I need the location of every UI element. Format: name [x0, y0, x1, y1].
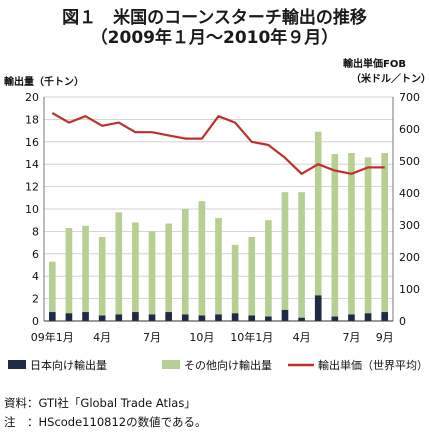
x-tick-label: 9月	[376, 331, 394, 344]
bar-japan	[148, 314, 156, 321]
bar-other	[181, 209, 189, 315]
x-tick-label: 7月	[143, 331, 161, 344]
bar-japan	[65, 313, 73, 321]
y-tick-label-right: 600	[399, 123, 420, 136]
y-tick-label-left: 12	[25, 181, 39, 194]
bar-other	[132, 222, 139, 313]
y-axis-label-right-line2: （米ドル／トン）	[351, 74, 429, 85]
legend-label: 日本向け輸出量	[30, 358, 107, 372]
x-tick-label: 10年1月	[230, 330, 273, 344]
bar-other	[165, 223, 172, 313]
bar-other	[82, 225, 89, 313]
legend-swatch	[162, 360, 180, 369]
bar-other	[281, 192, 289, 310]
y-tick-label-right: 500	[399, 155, 420, 168]
bar-other	[331, 154, 339, 317]
bar-japan	[265, 316, 272, 321]
bar-japan	[48, 312, 56, 321]
bar-other	[298, 192, 305, 318]
y-tick-label-left: 10	[25, 203, 39, 216]
bar-other	[314, 131, 322, 296]
y-tick-label-left: 14	[25, 158, 39, 171]
x-tick-label: 09年1月	[31, 330, 74, 344]
bar-japan	[281, 309, 289, 321]
bar-japan	[348, 314, 355, 321]
y-tick-label-right: 200	[399, 251, 420, 264]
y-tick-label-left: 6	[32, 248, 39, 261]
bar-japan	[298, 317, 305, 321]
x-tick-label: 10月	[189, 331, 214, 344]
y-tick-label-left: 8	[32, 225, 39, 238]
x-tick-label: 4月	[293, 331, 311, 344]
bar-other	[198, 201, 206, 316]
legend-label: その他向け輸出量	[184, 358, 272, 372]
bar-japan	[132, 312, 139, 321]
bar-japan	[215, 314, 222, 321]
bar-japan	[331, 316, 339, 321]
y-tick-label-left: 2	[32, 293, 39, 306]
bar-japan	[381, 312, 389, 321]
bar-other	[265, 220, 272, 317]
y-tick-label-right: 0	[399, 315, 406, 328]
chart-subtitle: （2009年１月～2010年９月）	[90, 28, 339, 48]
bar-japan	[82, 312, 89, 321]
bar-japan	[314, 295, 322, 321]
y-tick-label-right: 400	[399, 187, 420, 200]
bar-other	[248, 237, 256, 316]
x-tick-label: 7月	[342, 331, 360, 344]
bar-other	[98, 237, 106, 316]
y-tick-label-right: 100	[399, 283, 420, 296]
bar-other	[215, 217, 222, 315]
bar-other	[48, 261, 56, 313]
bar-japan	[181, 314, 189, 321]
bar-other	[381, 153, 389, 313]
y-tick-label-left: 16	[25, 136, 39, 149]
y-tick-label-right: 300	[399, 219, 420, 232]
bar-other	[148, 231, 156, 315]
footnote: 注 ：HScode110812の数値である。	[4, 415, 207, 429]
y-tick-label-right: 700	[399, 91, 420, 104]
x-tick-label: 4月	[93, 331, 111, 344]
bar-japan	[364, 313, 372, 321]
legend-label: 輸出単価（世界平均）	[318, 358, 428, 372]
y-axis-label-right-line1: 輸出単価FOB	[343, 59, 406, 70]
bar-japan	[98, 315, 106, 321]
y-axis-label-left: 輸出量（千トン）	[4, 77, 84, 88]
y-tick-label-left: 4	[32, 270, 39, 283]
bar-japan	[248, 315, 256, 321]
chart-plot: 0246810121416182001002003004005006007000…	[8, 91, 428, 372]
y-tick-label-left: 18	[25, 113, 39, 126]
bar-japan	[165, 312, 172, 321]
bar-other	[348, 153, 355, 315]
bar-other	[115, 212, 123, 315]
legend-swatch	[8, 360, 26, 369]
bar-japan	[115, 314, 123, 321]
bar-other	[65, 228, 73, 314]
source-note: 資料：GTI社「Global Trade Atlas」	[4, 396, 196, 410]
bar-japan	[198, 315, 206, 321]
bar-other	[231, 244, 239, 314]
y-tick-label-left: 20	[25, 91, 39, 104]
chart-title: 図１ 米国のコーンスターチ輸出の推移	[62, 8, 367, 28]
bar-other	[364, 157, 372, 314]
y-tick-label-left: 0	[32, 315, 39, 328]
line-unit-price	[51, 112, 385, 175]
bar-japan	[231, 313, 239, 321]
